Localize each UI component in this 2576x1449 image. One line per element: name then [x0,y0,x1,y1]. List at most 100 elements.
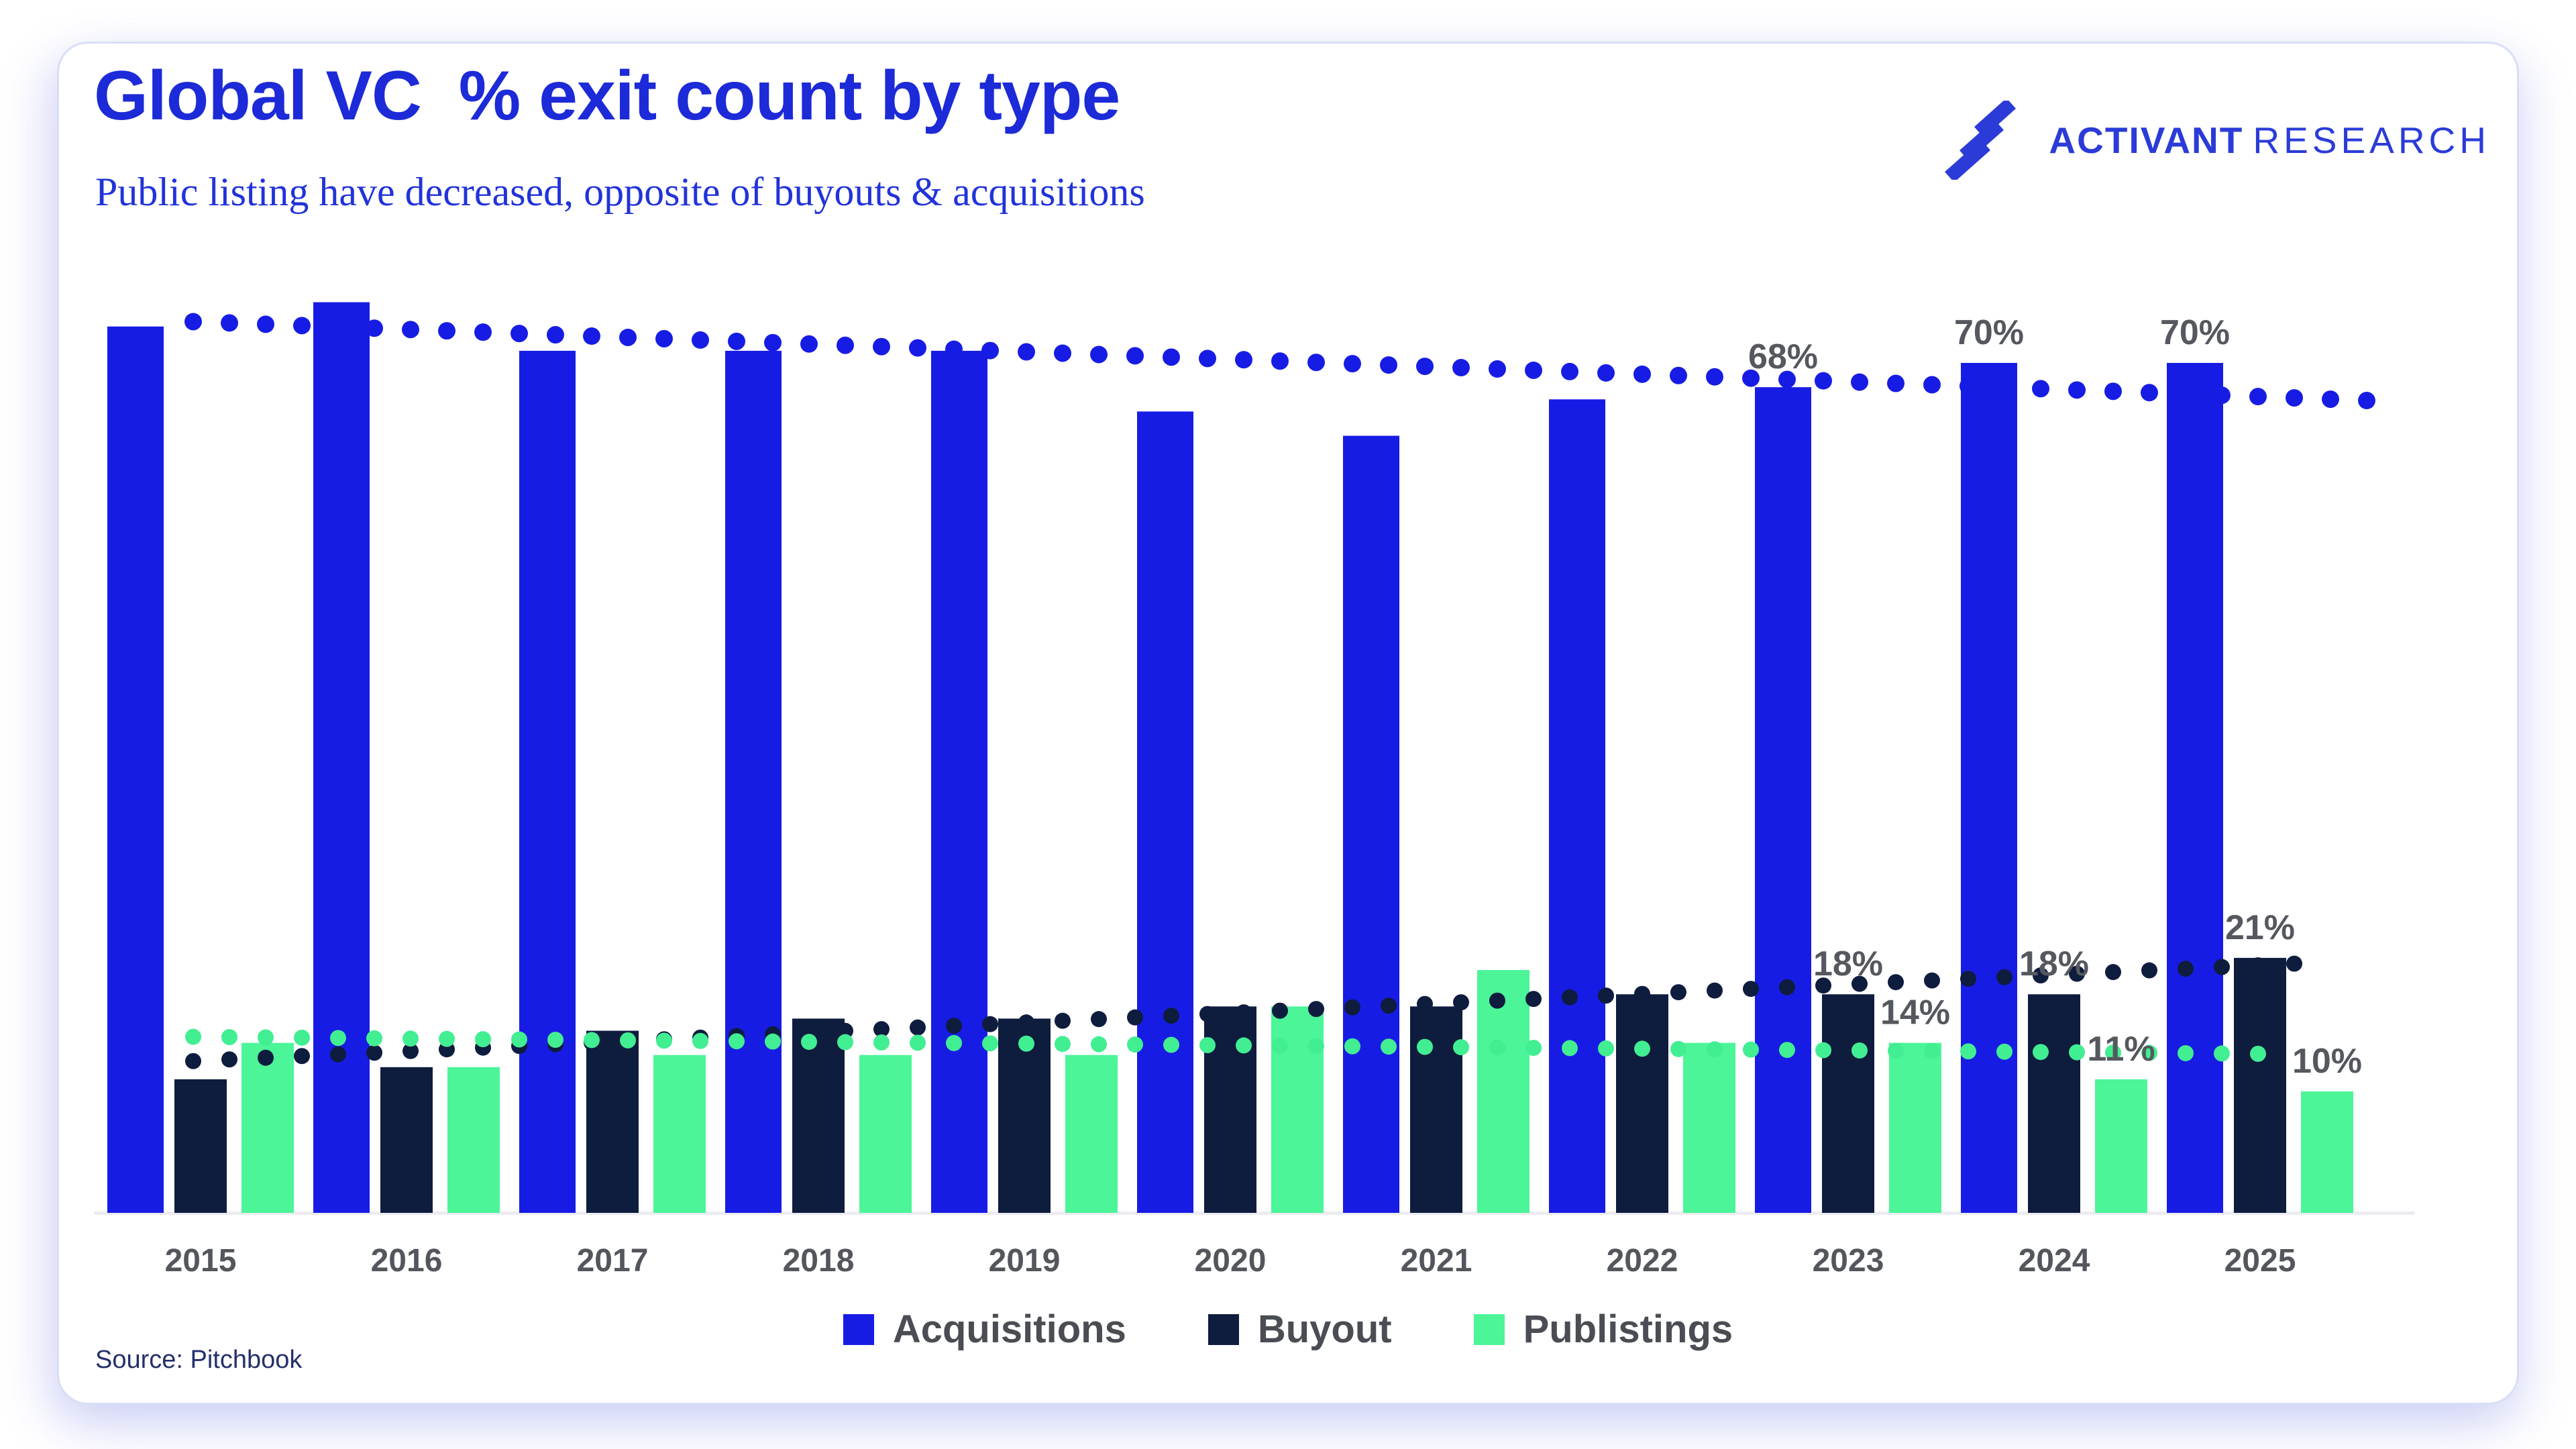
trend-dot-acquisitions [1923,376,1941,394]
trend-dot-acquisitions [2104,382,2122,400]
trend-dot-acquisitions [873,337,890,356]
trend-dot-buyout [1199,1006,1216,1022]
trend-dot-acquisitions [909,339,926,357]
trend-dot-buyout [221,1051,237,1068]
trend-dot-publistings [1562,1040,1578,1057]
trend-dot-publistings [1091,1036,1107,1053]
trend-dot-publistings [584,1032,600,1049]
trend-dot-acquisitions [619,328,637,346]
trend-dot-acquisitions [1815,372,1832,390]
trend-dot-buyout [1344,999,1360,1016]
trend-dot-publistings [402,1030,419,1047]
trend-dot-buyout [1453,994,1469,1011]
trend-dot-acquisitions [728,332,745,350]
trend-dot-buyout [1960,971,1976,987]
trend-dot-publistings [1634,1040,1650,1057]
legend-item-publistings: Publistings [1473,1307,1733,1352]
trend-dot-buyout [1851,975,1868,992]
x-axis-label-2021: 2021 [1401,1243,1472,1279]
trend-dot-acquisitions [1742,369,1760,387]
trend-dot-buyout [1381,998,1397,1014]
trend-dot-publistings [1489,1039,1505,1056]
trend-dot-publistings [729,1033,745,1050]
trend-dot-acquisitions [438,322,455,340]
trend-dot-buyout [837,1022,853,1039]
x-axis-line [94,1212,2415,1215]
trend-dot-acquisitions [583,327,600,345]
trend-dot-publistings [837,1034,853,1051]
data-label-publistings-2025: 10% [2292,1042,2362,1081]
trend-dot-buyout [1091,1011,1107,1028]
trend-dot-buyout [185,1053,201,1069]
trend-dot-buyout [1236,1004,1252,1021]
bar-buyout-2016 [380,1067,433,1213]
trend-dot-buyout [1489,992,1505,1009]
trend-dot-buyout [1815,977,1831,994]
trend-dot-acquisitions [1960,377,1977,395]
chart-legend: Acquisitions Buyout Publistings [0,1307,2576,1352]
bar-acquisitions-2019 [931,350,987,1213]
trend-dot-publistings [910,1034,926,1051]
bar-publistings-2025 [2301,1091,2353,1213]
trend-dot-acquisitions [1887,374,1904,392]
trend-dot-buyout [294,1048,310,1065]
data-label-buyout-2023: 18% [1813,945,1883,983]
trend-dot-acquisitions [1018,343,1035,361]
trend-dot-acquisitions [1235,351,1252,369]
legend-label-publistings: Publistings [1523,1307,1733,1351]
trend-dot-acquisitions [2068,381,2086,399]
trend-dot-publistings [656,1032,672,1049]
trend-dot-publistings [1996,1043,2012,1060]
legend-label-buyout: Buyout [1257,1307,1392,1351]
trend-dot-publistings [1308,1038,1324,1055]
data-label-acquisitions-2024: 70% [1954,313,2024,352]
trend-dot-buyout [910,1019,926,1036]
trend-dot-publistings [801,1034,817,1051]
x-axis-label-2022: 2022 [1607,1243,1678,1279]
bar-publistings-2017 [653,1055,706,1213]
trend-dot-buyout [402,1042,419,1059]
trend-dot-buyout [1163,1008,1179,1024]
bar-buyout-2018 [792,1018,845,1213]
bar-acquisitions-2023 [1755,387,1811,1214]
source-note: Source: Pitchbook [95,1346,303,1374]
trend-dot-publistings [439,1030,455,1047]
trend-dot-publistings [1960,1043,1976,1060]
trend-dot-publistings [1815,1042,1831,1059]
trend-dot-acquisitions [1452,359,1470,377]
trend-dot-publistings [1055,1036,1071,1053]
trend-dot-acquisitions [474,323,492,341]
trend-dot-acquisitions [2177,385,2194,403]
trend-dot-acquisitions [293,317,311,335]
activant-research-logo: ACTIVANT RESEARCH [1944,101,2490,180]
x-axis-label-2023: 2023 [1813,1243,1884,1279]
bar-buyout-2021 [1410,1006,1462,1213]
trend-dot-publistings [873,1034,890,1051]
trend-dot-publistings [1127,1036,1143,1053]
trend-dot-buyout [2105,964,2121,981]
trend-dot-publistings [475,1031,491,1048]
trend-dot-publistings [2178,1044,2194,1061]
trend-dot-buyout [258,1049,274,1066]
trend-dot-buyout [1670,984,1686,1001]
trend-dot-acquisitions [1851,373,1868,391]
bar-acquisitions-2020 [1137,411,1193,1213]
trend-dot-publistings [2250,1045,2266,1062]
trend-dot-publistings [258,1029,274,1046]
trend-dot-publistings [692,1032,708,1049]
trend-dot-acquisitions [1996,378,2013,396]
trend-dot-buyout [366,1044,382,1061]
trend-dot-acquisitions [2213,386,2231,405]
bar-acquisitions-2018 [725,350,782,1213]
legend-item-buyout: Buyout [1208,1307,1392,1352]
legend-swatch-publistings [1473,1313,1505,1345]
trend-dot-publistings [2033,1044,2049,1061]
trend-dot-publistings [620,1032,636,1049]
trend-dot-publistings [1018,1035,1034,1052]
trend-dot-acquisitions [2358,392,2375,410]
trend-dot-buyout [2141,962,2157,979]
trend-dot-acquisitions [1380,356,1397,374]
trend-dot-publistings [1453,1039,1469,1056]
bar-publistings-2016 [447,1067,500,1213]
